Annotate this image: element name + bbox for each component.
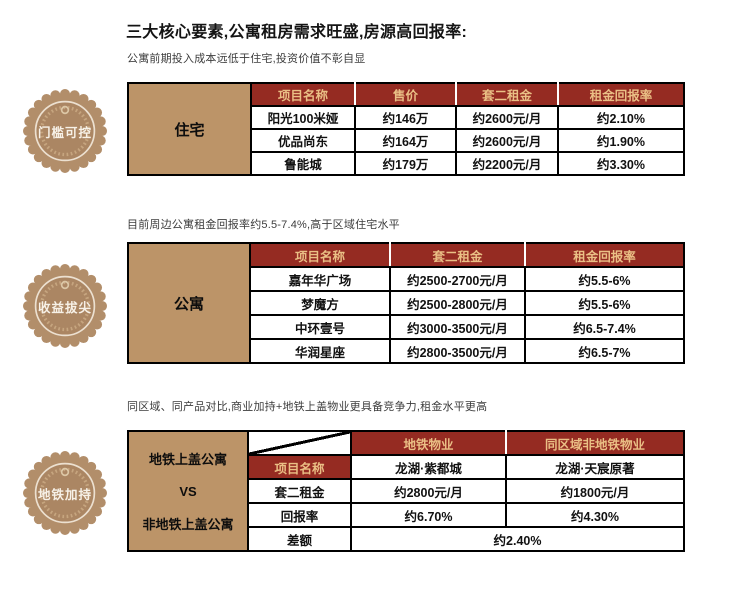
project-name: 鲁能城: [250, 151, 356, 176]
col-header: 项目名称: [250, 82, 356, 107]
row-group-label: 公寓: [127, 242, 251, 364]
badge-threshold-seal: 门槛可控: [23, 89, 107, 173]
project-name: 龙湖·天宸原著: [505, 454, 685, 480]
project-name: 阳光100米娅: [250, 105, 356, 130]
section1-subtitle: 公寓前期投入成本远低于住宅,投资价值不彰自显: [127, 53, 366, 65]
table-row: 优品尚东 约164万 约2600元/月 约1.90%: [128, 128, 685, 153]
table-row: 套二租金 约2800元/月 约1800元/月: [128, 478, 685, 504]
project-name: 龙湖·紫都城: [350, 454, 507, 480]
apartment-table: 公寓 项目名称 套二租金 租金回报率 嘉年华广场 约2500-2700元/月 约…: [127, 242, 685, 364]
col-header: 套二租金: [389, 242, 526, 268]
vs-label-line: 非地铁上盖公寓: [142, 517, 234, 533]
col-header: 租金回报率: [557, 82, 685, 107]
table-header-row: 地铁上盖公寓 VS 非地铁上盖公寓 地铁物业 同区域非地铁物业: [127, 430, 685, 552]
table-row: 华润星座 约2800-3500元/月 约6.5-7%: [128, 338, 685, 364]
project-name: 中环壹号: [249, 314, 391, 340]
badge-label: 收益拔尖: [37, 300, 92, 315]
metro-comparison-table: 地铁上盖公寓 VS 非地铁上盖公寓 地铁物业 同区域非地铁物业 项目名称 龙湖·…: [127, 430, 685, 552]
rent: 约2200元/月: [455, 151, 559, 176]
table-row: 中环壹号 约3000-3500元/月 约6.5-7.4%: [128, 314, 685, 340]
rent: 约2800元/月: [350, 478, 507, 504]
col-header: 套二租金: [455, 82, 559, 107]
table-row: 嘉年华广场 约2500-2700元/月 约5.5-6%: [128, 266, 685, 292]
row-header: 回报率: [247, 502, 352, 528]
return-rate: 约6.70%: [350, 502, 507, 528]
row-group-label: 地铁上盖公寓 VS 非地铁上盖公寓: [127, 430, 249, 552]
badge-metro-seal: 地铁加持: [23, 451, 107, 535]
rent: 约1800元/月: [505, 478, 685, 504]
residential-table: 住宅 项目名称 售价 套二租金 租金回报率 阳光100米娅 约146万 约260…: [127, 82, 685, 176]
return-rate: 约5.5-6%: [524, 290, 685, 316]
table-row: 回报率 约6.70% 约4.30%: [128, 502, 685, 528]
table-header-row: 公寓 项目名称 套二租金 租金回报率: [127, 242, 685, 364]
project-name: 优品尚东: [250, 128, 356, 153]
rent: 约3000-3500元/月: [389, 314, 526, 340]
rent: 约2600元/月: [455, 105, 559, 130]
col-header: 项目名称: [249, 242, 391, 268]
table-header-row: 住宅 项目名称 售价 套二租金 租金回报率: [127, 82, 685, 176]
return-rate: 约6.5-7.4%: [524, 314, 685, 340]
section2-subtitle: 目前周边公寓租金回报率约5.5-7.4%,高于区域住宅水平: [127, 219, 400, 231]
project-name: 华润星座: [249, 338, 391, 364]
col-header: 同区域非地铁物业: [505, 430, 685, 456]
badge-label: 门槛可控: [37, 125, 92, 140]
project-name: 嘉年华广场: [249, 266, 391, 292]
badge-label: 地铁加持: [37, 487, 92, 502]
diagonal-divider-cell: [247, 430, 352, 456]
price: 约146万: [354, 105, 457, 130]
vs-label-line: VS: [179, 483, 197, 499]
price: 约164万: [354, 128, 457, 153]
vs-label-line: 地铁上盖公寓: [148, 451, 227, 467]
page-title: 三大核心要素,公寓租房需求旺盛,房源高回报率:: [126, 24, 468, 41]
row-header: 差额: [247, 526, 352, 552]
rent: 约2800-3500元/月: [389, 338, 526, 364]
table-row: 鲁能城 约179万 约2200元/月 约3.30%: [128, 151, 685, 176]
return-rate: 约2.10%: [557, 105, 685, 130]
return-rate: 约5.5-6%: [524, 266, 685, 292]
rent: 约2500-2700元/月: [389, 266, 526, 292]
difference-value: 约2.40%: [350, 526, 685, 552]
row-group-label: 住宅: [127, 82, 252, 176]
col-header: 地铁物业: [350, 430, 507, 456]
row-header: 项目名称: [247, 454, 352, 480]
col-header: 租金回报率: [524, 242, 685, 268]
badge-yield-seal: 收益拔尖: [23, 264, 107, 348]
table-row: 阳光100米娅 约146万 约2600元/月 约2.10%: [128, 105, 685, 130]
rent: 约2600元/月: [455, 128, 559, 153]
rent: 约2500-2800元/月: [389, 290, 526, 316]
project-name: 梦魔方: [249, 290, 391, 316]
row-header: 套二租金: [247, 478, 352, 504]
return-rate: 约6.5-7%: [524, 338, 685, 364]
col-header: 售价: [354, 82, 457, 107]
table-row: 项目名称 龙湖·紫都城 龙湖·天宸原著: [128, 454, 685, 480]
return-rate: 约1.90%: [557, 128, 685, 153]
section3-subtitle: 同区域、同产品对比,商业加持+地铁上盖物业更具备竞争力,租金水平更高: [127, 401, 488, 413]
table-row: 差额 约2.40%: [128, 526, 685, 552]
price: 约179万: [354, 151, 457, 176]
return-rate: 约3.30%: [557, 151, 685, 176]
return-rate: 约4.30%: [505, 502, 685, 528]
table-row: 梦魔方 约2500-2800元/月 约5.5-6%: [128, 290, 685, 316]
